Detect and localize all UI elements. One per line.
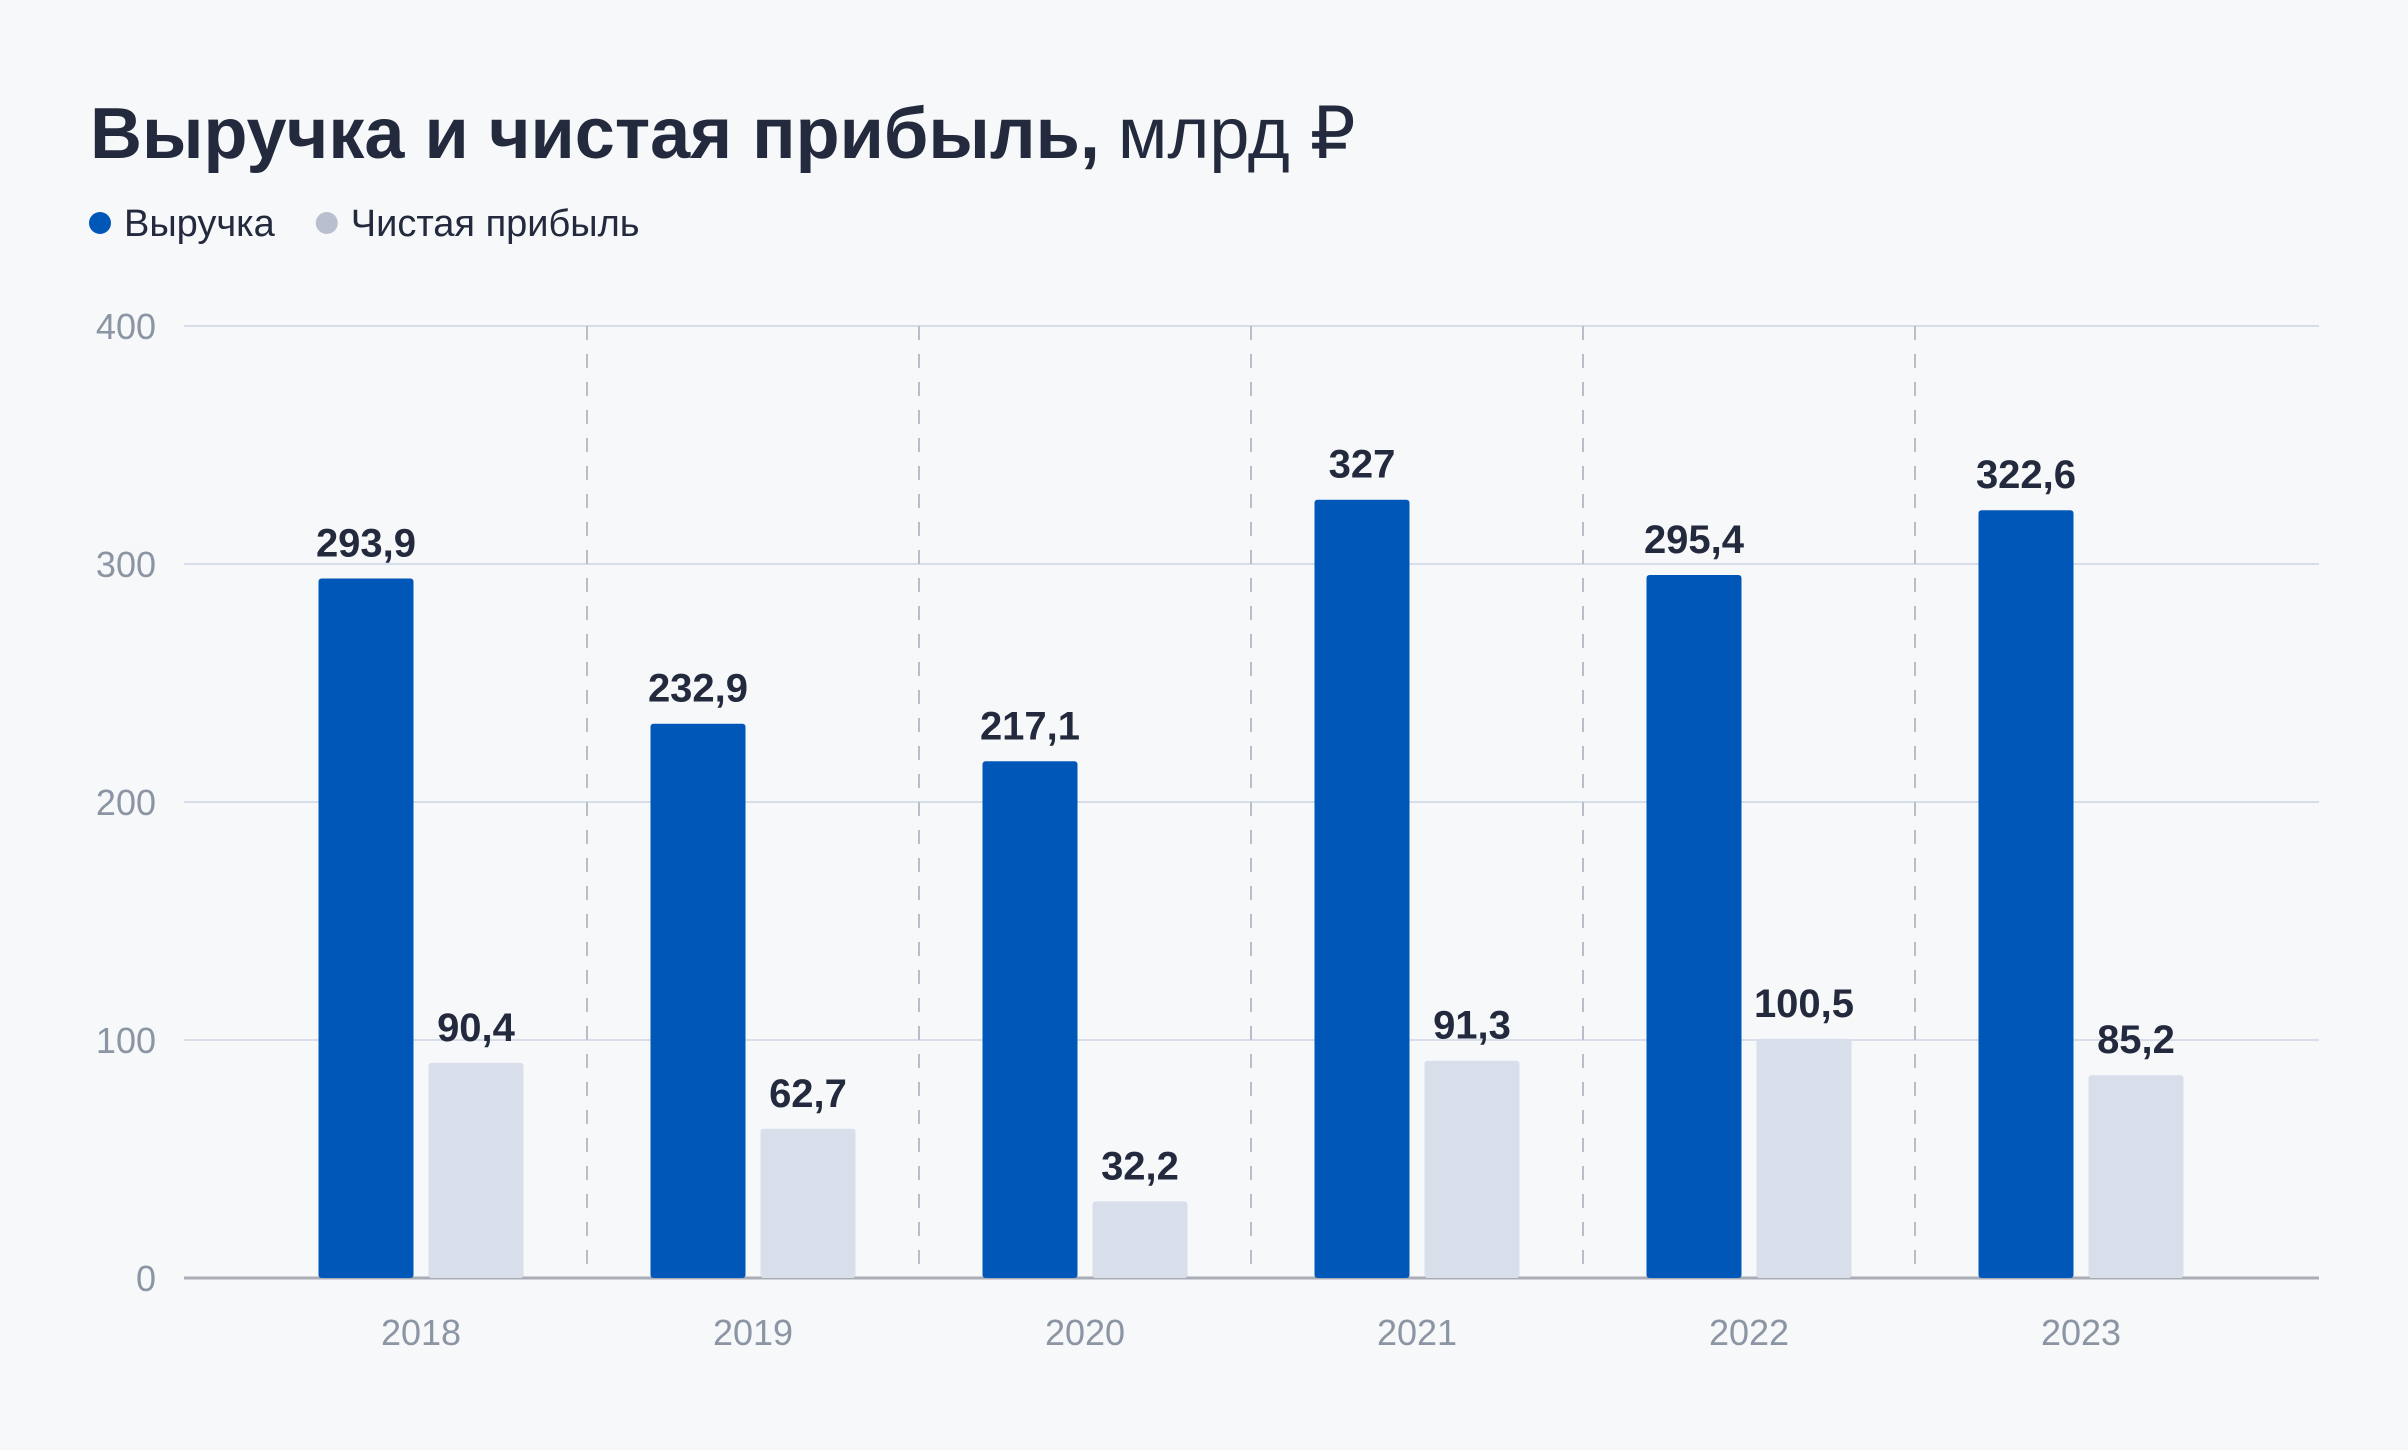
data-label: 327 (1329, 443, 1396, 487)
x-tick-label: 2018 (381, 1312, 461, 1353)
data-label: 90,4 (437, 1006, 516, 1050)
legend-marker-1 (315, 212, 338, 234)
bar-revenue (982, 761, 1078, 1278)
bars: 293,9 90,4 2018 232,9 62,7 2019 217,1 32,2 2020 3… (316, 443, 2184, 1353)
bar-net-profit (1092, 1201, 1188, 1278)
data-label: 32,2 (1101, 1144, 1179, 1188)
bar-net-profit (428, 1062, 524, 1278)
data-label: 295,4 (1644, 518, 1745, 562)
data-label: 62,7 (769, 1072, 847, 1116)
y-tick-label: 400 (96, 306, 156, 347)
y-tick-label: 200 (96, 782, 156, 823)
legend-label-1: Чистая прибыль (351, 203, 640, 245)
data-label: 293,9 (316, 522, 416, 566)
data-label: 232,9 (648, 667, 748, 711)
grid: 0 100 200 300 400 (96, 306, 2319, 1299)
bar-net-profit (2088, 1075, 2184, 1278)
bar-revenue (1978, 510, 2074, 1278)
data-label: 322,6 (1976, 453, 2076, 497)
data-label: 85,2 (2097, 1018, 2175, 1062)
bar-revenue (650, 723, 746, 1278)
data-label: 100,5 (1754, 982, 1854, 1026)
chart-title-unit: млрд ₽ (1118, 94, 1356, 174)
legend-marker-0 (89, 212, 111, 234)
chart-title-main: Выручка и чистая прибыль, (90, 94, 1100, 174)
data-label: 217,1 (980, 704, 1080, 748)
data-label: 91,3 (1433, 1004, 1511, 1048)
chart-title: Выручка и чистая прибыль, млрд ₽ (90, 94, 1356, 174)
x-tick-label: 2022 (1709, 1312, 1789, 1353)
x-tick-label: 2023 (2041, 1312, 2121, 1353)
x-tick-label: 2021 (1377, 1312, 1457, 1353)
legend-label-0: Выручка (124, 203, 276, 245)
bar-net-profit (760, 1128, 856, 1278)
legend: Выручка Чистая прибыль (89, 203, 640, 245)
x-tick-label: 2020 (1045, 1312, 1125, 1353)
bar-net-profit (1756, 1038, 1852, 1278)
y-tick-label: 0 (136, 1258, 156, 1299)
x-tick-label: 2019 (713, 1312, 793, 1353)
bar-revenue (1314, 499, 1410, 1278)
bar-net-profit (1424, 1060, 1520, 1278)
y-tick-label: 300 (96, 544, 156, 585)
y-tick-label: 100 (96, 1020, 156, 1061)
bar-revenue (318, 578, 414, 1278)
bar-revenue (1646, 574, 1742, 1278)
